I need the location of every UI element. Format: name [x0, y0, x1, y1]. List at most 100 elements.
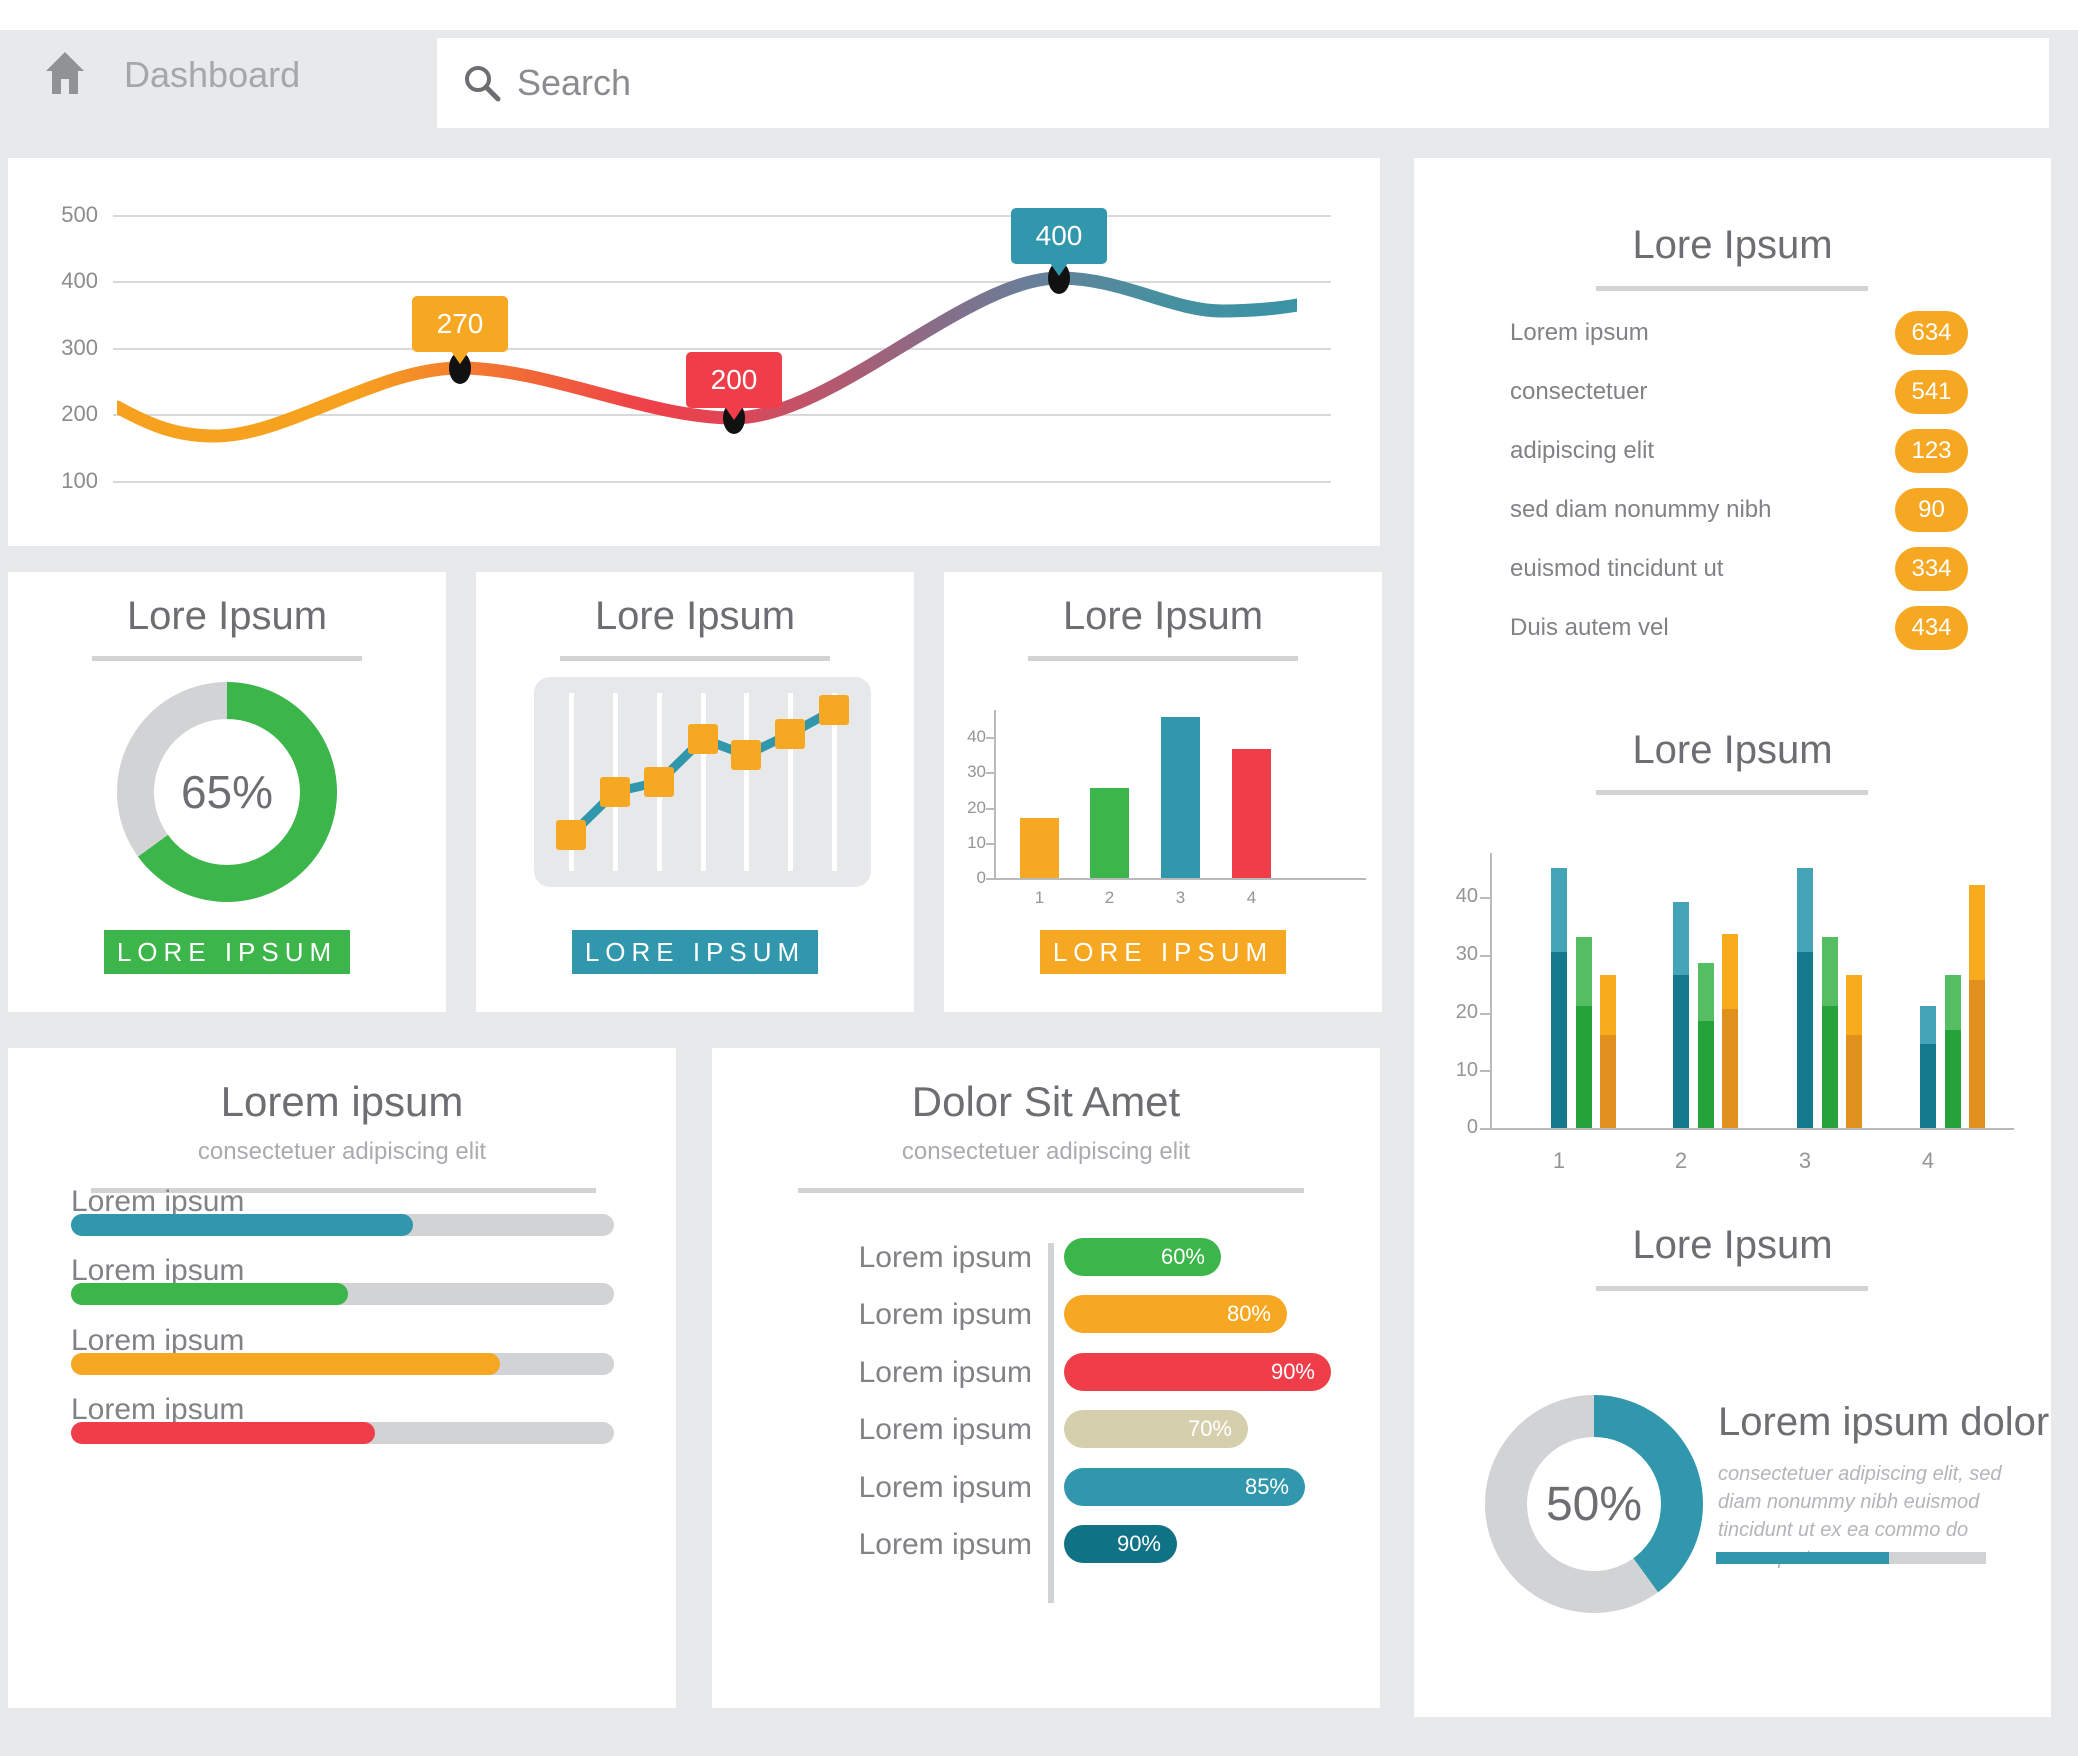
- plot-gridline: [744, 693, 749, 871]
- y-axis-tick: 300: [61, 335, 98, 360]
- group2-green-bar: [1698, 963, 1714, 1128]
- hbar-label: Lorem ipsum: [858, 1241, 1032, 1274]
- home-icon[interactable]: [46, 52, 84, 94]
- group4-green-bar: [1945, 974, 1961, 1128]
- progress-label: Lorem ipsum: [71, 1324, 245, 1357]
- section-title: Lore Ipsum: [1632, 1223, 1833, 1267]
- bar-dark-segment: [1600, 1035, 1616, 1128]
- title-underline: [92, 656, 362, 661]
- lore-ipsum-button-teal[interactable]: LORE IPSUM: [572, 930, 818, 974]
- stat-badge: 541: [1895, 370, 1968, 414]
- y-axis-tick: 100: [61, 468, 98, 493]
- x-axis-line: [994, 878, 1366, 880]
- card-hbar-percent: Dolor Sit Amet consectetuer adipiscing e…: [712, 1048, 1380, 1708]
- title-underline: [1028, 656, 1298, 661]
- summary-progress-fill: [1716, 1552, 1889, 1564]
- group4-orange-bar: [1969, 884, 1985, 1128]
- bar-dark-segment: [1920, 1044, 1936, 1128]
- gridline: [113, 215, 1331, 217]
- tick-mark: [1480, 1128, 1490, 1130]
- card-title: Lore Ipsum: [126, 594, 328, 638]
- x-axis-label: 2: [1674, 1148, 1688, 1173]
- gridline: [113, 348, 1331, 350]
- title-underline: [560, 656, 830, 661]
- grouped-bar-plot: [1490, 856, 2000, 1128]
- section-title: Lore Ipsum: [1632, 728, 1833, 772]
- bar-3: [1161, 717, 1200, 878]
- tick-mark: [1480, 1013, 1490, 1015]
- group3-orange-bar: [1846, 974, 1862, 1128]
- y-axis-line: [1490, 853, 1492, 1130]
- y-axis-line: [994, 710, 996, 880]
- y-axis-tick: 200: [61, 401, 98, 426]
- bar-dark-segment: [1797, 951, 1813, 1128]
- y-axis-tick: 10: [1455, 1059, 1478, 1081]
- progress-fill-teal: [71, 1214, 414, 1236]
- y-axis-tick: 0: [976, 868, 986, 887]
- hbar-label: Lorem ipsum: [858, 1298, 1032, 1331]
- hbar-tan: 70%: [1064, 1410, 1248, 1448]
- divider: [798, 1188, 1304, 1193]
- tick-mark: [986, 878, 994, 880]
- callout-value: 270: [436, 308, 484, 339]
- summary-progress-track: [1716, 1552, 1986, 1564]
- progress-label: Lorem ipsum: [71, 1254, 245, 1287]
- stat-badge: 123: [1895, 429, 1968, 473]
- tick-mark: [986, 843, 994, 845]
- bar-dark-segment: [1822, 1006, 1838, 1128]
- hbar-label: Lorem ipsum: [858, 1356, 1032, 1389]
- donut-chart-65: 65%: [117, 682, 337, 902]
- card-right-panel: Lore Ipsum Lorem ipsum 634 consectetuer …: [1414, 158, 2051, 1717]
- progress-track: [71, 1283, 614, 1305]
- group3-green-bar: [1822, 937, 1838, 1128]
- tick-mark: [1480, 955, 1490, 957]
- x-axis-label: 1: [1034, 888, 1045, 907]
- group1-green-bar: [1576, 937, 1592, 1128]
- x-axis-line: [1490, 1128, 2014, 1130]
- tick-mark: [986, 808, 994, 810]
- lore-ipsum-button-orange[interactable]: LORE IPSUM: [1040, 930, 1286, 974]
- search-input[interactable]: [515, 61, 1919, 105]
- lore-ipsum-button-green[interactable]: LORE IPSUM: [104, 930, 350, 974]
- bar-dark-segment: [1576, 1006, 1592, 1128]
- x-axis-label: 3: [1798, 1148, 1812, 1173]
- group4-teal-bar: [1920, 1006, 1936, 1128]
- top-strip: [0, 0, 2078, 30]
- hbar-value: 90%: [1270, 1359, 1315, 1384]
- bar-dark-segment: [1722, 1009, 1738, 1128]
- hbar-value: 80%: [1226, 1301, 1271, 1326]
- progress-fill-red: [71, 1422, 376, 1444]
- group2-orange-bar: [1722, 934, 1738, 1128]
- donut-chart-50: 50%: [1485, 1395, 1703, 1613]
- hbar-green: 60%: [1064, 1238, 1221, 1276]
- bar-plot: [994, 712, 1364, 878]
- hbar-label: Lorem ipsum: [858, 1413, 1032, 1446]
- stat-label: Lorem ipsum: [1510, 319, 1649, 346]
- plot-gridline: [701, 693, 706, 871]
- progress-track: [71, 1422, 614, 1444]
- plot-gridline: [788, 693, 793, 871]
- bar-1: [1020, 817, 1059, 878]
- tick-mark: [986, 772, 994, 774]
- stat-label: sed diam nonummy nibh: [1510, 496, 1772, 523]
- card-main-chart: 500 400 300 200 100: [8, 158, 1380, 546]
- progress-fill-green: [71, 1283, 348, 1305]
- tick-mark: [986, 737, 994, 739]
- y-axis-tick: 40: [1455, 885, 1478, 907]
- card-title: Lorem ipsum: [220, 1078, 464, 1125]
- search-icon: [465, 66, 501, 102]
- group1-orange-bar: [1600, 974, 1616, 1128]
- hbar-dark-teal: 90%: [1064, 1525, 1177, 1563]
- title-underline: [1596, 1286, 1868, 1291]
- hbar-label: Lorem ipsum: [858, 1471, 1032, 1504]
- breadcrumb-dashboard[interactable]: Dashboard: [124, 54, 301, 95]
- bar-2: [1090, 787, 1129, 878]
- card-mini-line: Lore Ipsum LORE IPSUM: [476, 572, 914, 1012]
- summary-heading: Lorem ipsum dolor: [1718, 1400, 2050, 1444]
- y-axis-tick: 30: [1455, 943, 1478, 965]
- y-axis-tick: 500: [61, 202, 98, 227]
- tick-mark: [1480, 1070, 1490, 1072]
- y-axis-tick: 0: [1466, 1116, 1478, 1138]
- card-small-bars: Lore Ipsum 40 30 20 10 0 1 2 3 4 LORE IP…: [944, 572, 1382, 1012]
